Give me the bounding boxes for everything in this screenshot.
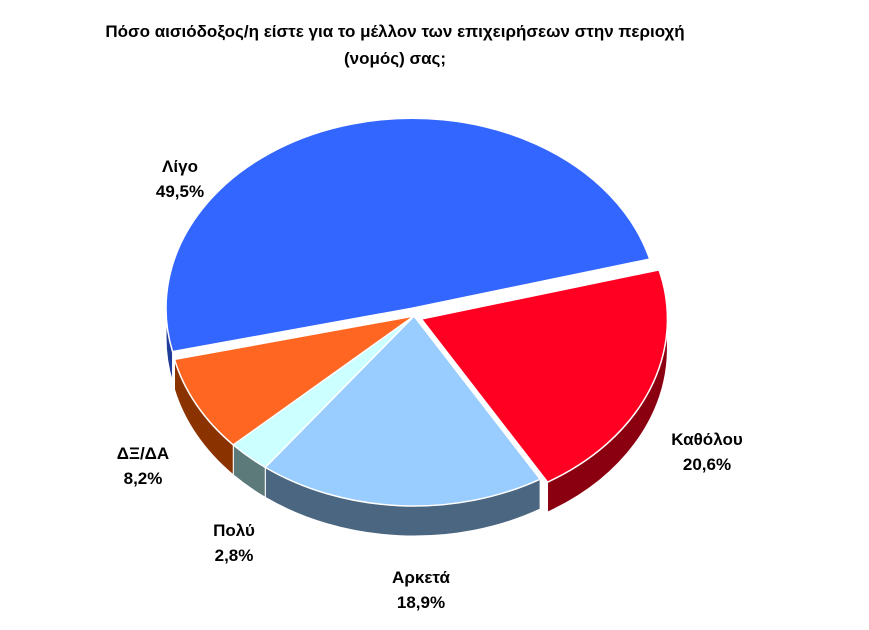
chart-title-line-2: (νομός) σας; — [343, 49, 447, 68]
slice-label-3: Πολύ — [213, 521, 255, 540]
slice-value-1: 20,6% — [683, 455, 731, 474]
pie-slice-0 — [165, 117, 651, 353]
chart-title-line-1: Πόσο αισιόδοξος/η είστε για το μέλλον τω… — [105, 22, 685, 41]
slice-value-3: 2,8% — [215, 546, 254, 565]
slice-label-4: ΔΞ/ΔΑ — [117, 444, 169, 463]
pie-labels: Λίγο 49,5% Καθόλου 20,6% Αρκετά 18,9% Πολύ 2,8%… — [117, 157, 743, 612]
slice-label-2: Αρκετά — [392, 568, 450, 587]
slice-label-0: Λίγο — [162, 157, 198, 176]
chart-title: Πόσο αισιόδοξος/η είστε για το μέλλον τω… — [0, 18, 790, 72]
pie-slice-2 — [264, 314, 542, 507]
slice-label-1: Καθόλου — [671, 430, 743, 449]
pie-tops — [165, 117, 669, 507]
pie-slice-1 — [420, 268, 669, 484]
slice-value-0: 49,5% — [156, 182, 204, 201]
pie-slice-4 — [173, 315, 415, 446]
slice-value-2: 18,9% — [397, 593, 445, 612]
slice-value-4: 8,2% — [124, 469, 163, 488]
